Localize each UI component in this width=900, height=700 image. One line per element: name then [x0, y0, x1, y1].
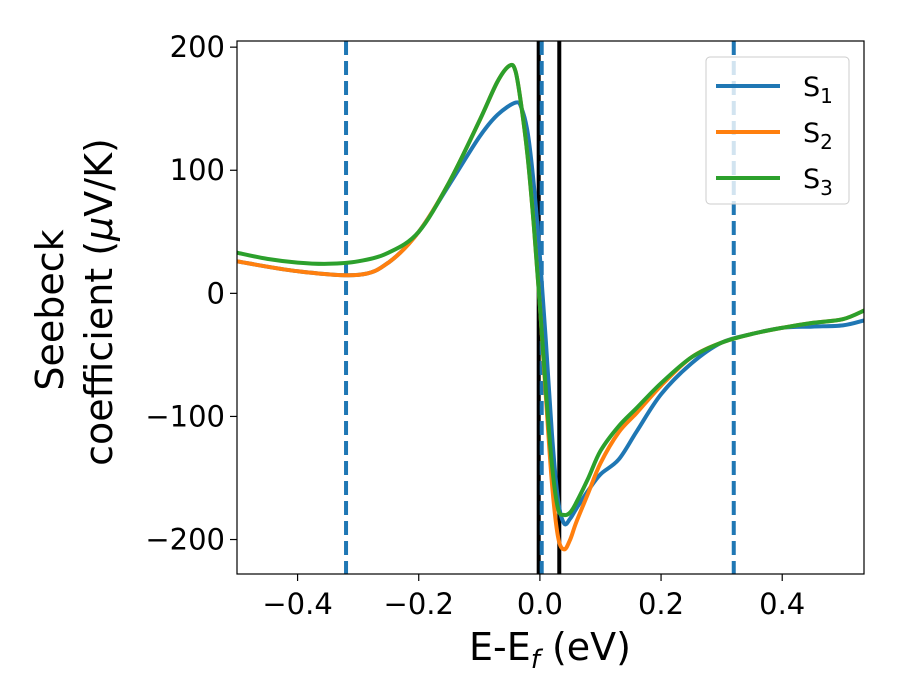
- y-tick-label: −100: [145, 399, 225, 433]
- x-tick-label: 0.4: [759, 587, 805, 621]
- series-lines: [237, 62, 864, 552]
- y-axis-ticks: 200 100 0 −100 −200: [145, 30, 237, 557]
- y-tick-label: 200: [170, 30, 225, 64]
- legend-label-s3: S3: [803, 164, 833, 200]
- y-axis-title-line2: coefficient (μV/K): [77, 138, 121, 466]
- plot-frame: [236, 40, 865, 575]
- x-axis-ticks: −0.4 −0.2 0.0 0.2 0.4: [262, 574, 805, 621]
- x-axis-title: E-Ef (eV): [469, 625, 631, 675]
- legend: S1 S2 S3: [705, 56, 850, 205]
- y-tick-label: −200: [145, 523, 225, 557]
- series-line-s3: [237, 62, 864, 518]
- y-tick-label: 0: [207, 276, 225, 310]
- legend-label-s2: S2: [803, 118, 833, 154]
- y-axis-title-line1: Seebeck: [28, 229, 72, 390]
- x-tick-label: 0.0: [517, 587, 563, 621]
- legend-label-s1: S1: [803, 72, 833, 108]
- x-tick-label: −0.2: [384, 587, 454, 621]
- x-tick-label: 0.2: [638, 587, 684, 621]
- y-tick-label: 100: [170, 153, 225, 187]
- x-tick-label: −0.4: [262, 587, 332, 621]
